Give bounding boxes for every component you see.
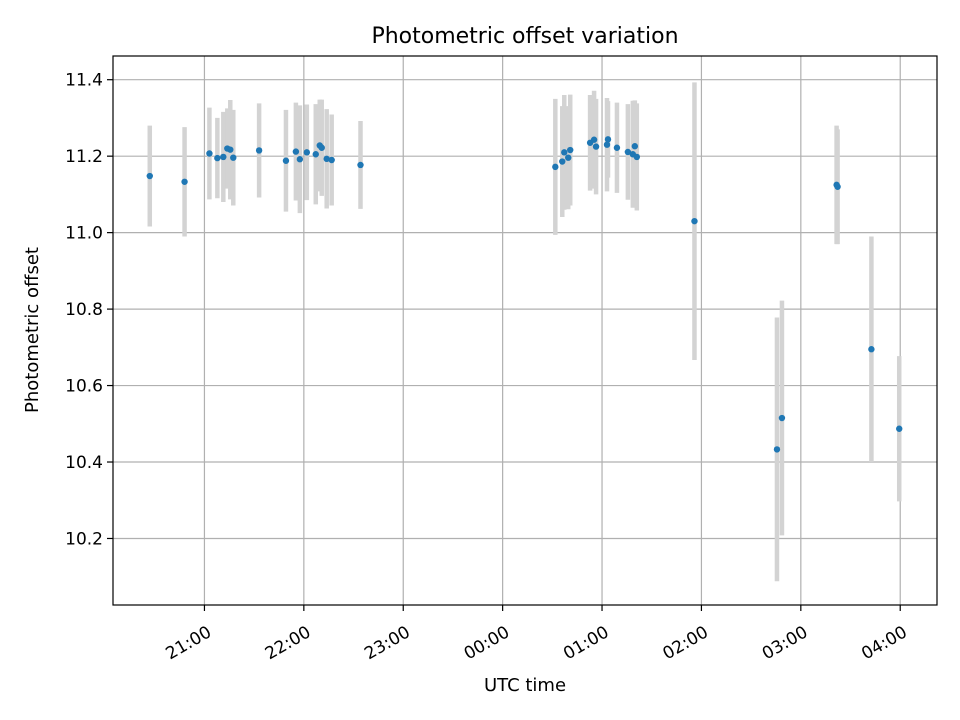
data-point	[146, 172, 153, 180]
data-point	[592, 143, 600, 150]
x-grid	[203, 56, 901, 605]
y-tick-label: 11.0	[65, 224, 103, 244]
data-point	[561, 149, 568, 156]
data-point	[214, 154, 221, 162]
data-point	[296, 156, 304, 163]
data-point	[323, 155, 330, 163]
x-axis-ticks: 21:00 22:00 23:00 00:00 01:00 02:00 03:00 04:00	[163, 605, 911, 664]
data-point	[220, 153, 227, 161]
x-tick-label: 01:00	[560, 622, 612, 664]
y-grid	[113, 79, 937, 540]
x-tick-label: 00:00	[461, 622, 513, 664]
data-point	[834, 183, 841, 190]
data-point	[604, 136, 612, 143]
data-point	[292, 148, 300, 155]
data-point	[552, 163, 559, 171]
x-tick-label: 23:00	[361, 622, 413, 664]
y-tick-label: 11.4	[65, 71, 103, 91]
x-tick-label: 03:00	[759, 622, 811, 664]
data-point	[624, 148, 632, 156]
x-tick-label: 04:00	[858, 622, 910, 664]
data-point	[603, 141, 611, 148]
x-axis-label: UTC time	[484, 675, 566, 696]
x-tick-label: 22:00	[262, 622, 314, 664]
chart-title: Photometric offset variation	[371, 24, 678, 49]
data-point	[255, 147, 263, 154]
x-tick-label: 02:00	[659, 622, 711, 664]
data-point	[773, 446, 781, 453]
x-tick-label: 21:00	[163, 622, 215, 664]
y-tick-label: 11.2	[65, 147, 103, 167]
data-point	[206, 150, 213, 157]
data-point	[318, 144, 325, 151]
data-point	[868, 346, 875, 353]
data-point	[896, 425, 903, 432]
data-points	[146, 136, 903, 453]
y-tick-label: 10.6	[65, 377, 103, 397]
data-point	[631, 143, 639, 150]
y-tick-label: 10.8	[65, 300, 103, 320]
data-point	[633, 153, 641, 161]
plot-frame	[112, 55, 938, 606]
data-point	[357, 161, 364, 169]
data-point	[230, 154, 237, 161]
data-point	[312, 151, 319, 158]
data-point	[613, 144, 621, 151]
data-point	[590, 136, 598, 143]
y-axis-label: Photometric offset	[22, 247, 43, 413]
data-point	[282, 157, 290, 164]
data-point	[565, 154, 572, 161]
data-point	[328, 156, 335, 164]
data-point	[181, 178, 188, 185]
data-point	[303, 149, 311, 156]
y-tick-label: 10.4	[65, 453, 103, 473]
data-point	[691, 217, 698, 225]
data-point	[567, 146, 574, 154]
data-point	[778, 414, 786, 422]
y-tick-label: 10.2	[65, 529, 103, 549]
data-point	[227, 146, 234, 153]
error-bars	[147, 82, 902, 582]
y-axis-ticks: 10.2 10.4 10.6 10.8 11.0 11.2 11.4	[65, 71, 113, 549]
data-point	[559, 158, 566, 165]
